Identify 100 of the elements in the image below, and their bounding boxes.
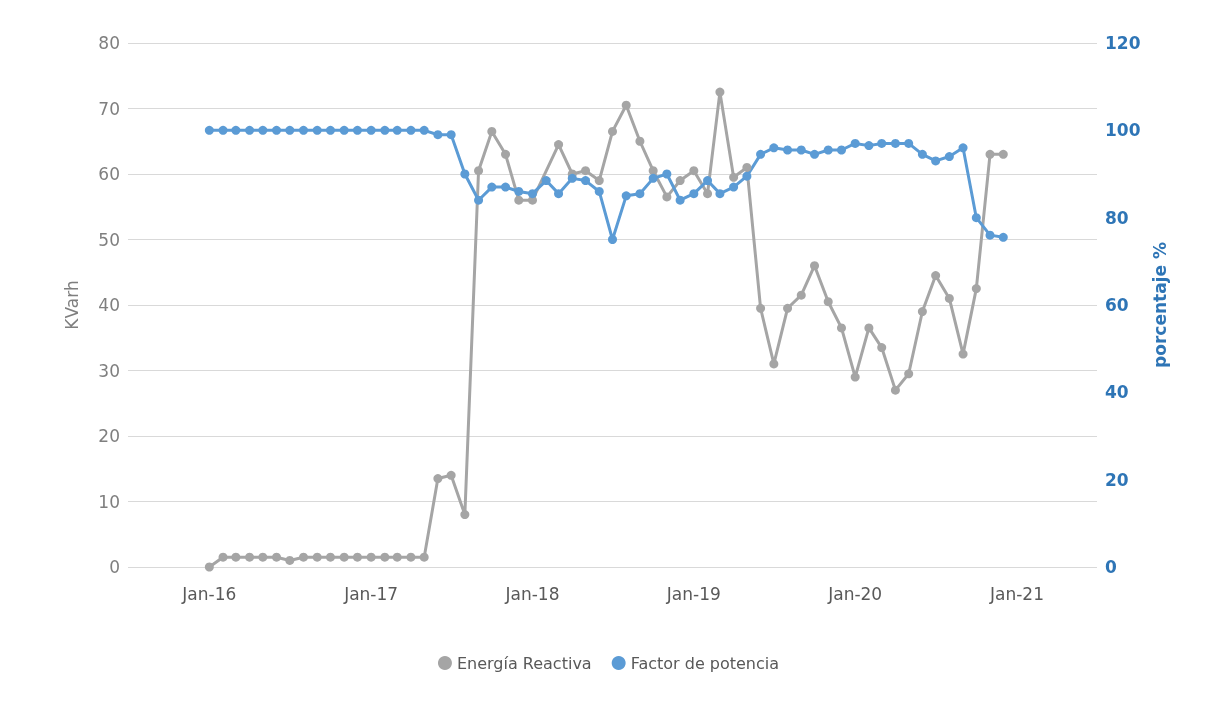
point (675, 195, 685, 205)
point (474, 166, 484, 176)
point (299, 125, 308, 135)
point (703, 189, 713, 199)
point (944, 152, 954, 162)
point (904, 369, 914, 379)
point (352, 125, 362, 135)
point (621, 100, 631, 110)
point (514, 195, 524, 205)
y-axis-title: KVarh (61, 280, 82, 330)
point (487, 126, 497, 136)
point (380, 552, 390, 562)
point (703, 176, 713, 186)
y-tick-label: 50 (98, 229, 120, 250)
y-tick-label: 30 (98, 360, 120, 381)
point (608, 126, 617, 136)
point (917, 307, 927, 317)
y2-tick-label: 0 (1105, 557, 1117, 577)
point (662, 192, 672, 202)
point (380, 125, 390, 135)
point (742, 171, 752, 181)
y2-tick-label: 60 (1105, 295, 1129, 315)
point (890, 385, 900, 395)
point (890, 138, 900, 148)
y-tick-label: 40 (98, 295, 120, 315)
x-tick-label: Jan-17 (343, 583, 399, 604)
point (944, 293, 954, 303)
point (850, 372, 860, 382)
point (608, 235, 617, 244)
point (581, 166, 591, 176)
point (998, 149, 1008, 159)
point (419, 125, 429, 135)
point (501, 149, 511, 159)
x-tick-label: Jan-19 (665, 583, 721, 604)
y-tick-label: 0 (109, 557, 120, 577)
y-tick-label: 70 (98, 98, 120, 119)
point (917, 149, 927, 159)
point (299, 552, 308, 562)
y2-axis-title: porcentaje % (1149, 242, 1170, 368)
x-tick-label: Jan-18 (504, 583, 560, 604)
point (392, 125, 402, 135)
point (312, 125, 322, 135)
legend-label: Factor de potencia (630, 653, 780, 673)
point (877, 343, 887, 353)
point (958, 143, 968, 153)
point (501, 182, 511, 192)
point (272, 125, 282, 135)
point (528, 189, 537, 199)
point (715, 189, 725, 199)
point (204, 125, 214, 135)
point (567, 173, 577, 183)
y2-tick-label: 100 (1105, 120, 1141, 141)
point (877, 138, 887, 148)
point (285, 555, 295, 565)
point (904, 138, 914, 148)
point (366, 125, 376, 135)
point (339, 125, 349, 135)
point (487, 182, 497, 192)
point (689, 166, 699, 176)
point (810, 261, 820, 271)
point (231, 125, 241, 135)
y2-tick-label: 120 (1105, 33, 1141, 53)
point (514, 186, 524, 196)
point (689, 189, 699, 199)
point (931, 156, 941, 166)
point (258, 125, 268, 135)
y-tick-label: 20 (98, 426, 120, 446)
point (783, 303, 793, 313)
point (729, 182, 739, 192)
point (258, 552, 268, 562)
point (433, 130, 443, 140)
point (433, 474, 443, 484)
point (796, 145, 806, 155)
x-tick-label: Jan-20 (827, 583, 883, 604)
point (204, 562, 214, 572)
x-tick-label: Jan-16 (181, 583, 237, 604)
point (460, 510, 470, 520)
point (366, 552, 376, 562)
point (783, 145, 793, 155)
point (823, 145, 833, 155)
point (715, 87, 725, 97)
point (285, 125, 295, 135)
point (541, 176, 551, 186)
point (554, 189, 564, 199)
point (837, 323, 846, 333)
point (474, 195, 484, 205)
point (460, 169, 470, 179)
y2-tick-label: 40 (1105, 382, 1129, 403)
point (594, 186, 604, 196)
point (231, 552, 241, 562)
point (218, 125, 228, 135)
legend-label: Energía Reactiva (456, 653, 592, 673)
point (756, 149, 766, 159)
point (998, 232, 1008, 242)
point (985, 230, 995, 240)
y2-tick-label: 80 (1105, 207, 1129, 228)
point (406, 552, 416, 562)
point (810, 149, 820, 159)
point (406, 125, 416, 135)
point (245, 552, 255, 562)
